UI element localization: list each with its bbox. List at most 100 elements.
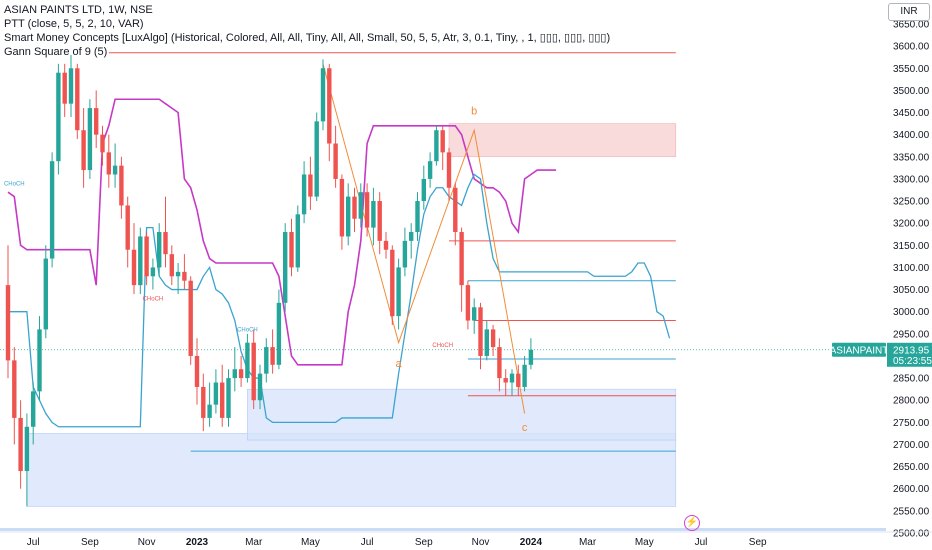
candle-body-37 <box>238 369 244 379</box>
candle-body-14 <box>94 108 99 135</box>
candle-body-58 <box>371 201 376 228</box>
x-tick-label-9: 2024 <box>520 537 543 548</box>
candle-body-82 <box>522 364 527 387</box>
candle-body-60 <box>383 240 389 250</box>
candle-body-12 <box>81 130 86 171</box>
candle-body-0 <box>5 285 11 361</box>
candle-body-33 <box>213 382 219 405</box>
candle-body-51 <box>327 68 332 144</box>
x-tick-label-12: Jul <box>695 537 708 548</box>
candle-body-61 <box>390 249 395 317</box>
candle-body-47 <box>301 174 307 215</box>
candle-body-17 <box>112 165 118 175</box>
y-tick-label-4: 3450.00 <box>893 108 930 119</box>
x-tick-label-6: Jul <box>361 537 374 548</box>
candle-body-79 <box>503 378 508 383</box>
lightning-icon[interactable]: ⚡ <box>684 515 700 531</box>
candle-body-48 <box>308 174 313 197</box>
candle-body-1 <box>12 360 17 418</box>
price-badge-bg <box>887 342 932 367</box>
candle-body-24 <box>157 232 162 268</box>
chart-label-1: a <box>396 358 403 370</box>
candle-body-42 <box>270 347 275 365</box>
legend-indicator-gann[interactable]: Gann Square of 9 (5) <box>4 46 108 58</box>
y-tick-label-3: 3500.00 <box>893 86 930 97</box>
candle-body-68 <box>434 130 439 162</box>
candle-body-52 <box>333 143 338 179</box>
candle-body-38 <box>245 342 250 379</box>
candle-body-20 <box>131 249 137 286</box>
y-tick-label-18: 2750.00 <box>893 418 930 429</box>
y-tick-label-22: 2550.00 <box>893 506 930 517</box>
y-tick-label-17: 2800.00 <box>893 396 930 407</box>
candle-body-53 <box>339 178 345 237</box>
y-tick-label-10: 3150.00 <box>893 241 930 252</box>
legend-indicator-ptt[interactable]: PTT (close, 5, 5, 2, 10, VAR) <box>4 18 144 30</box>
candle-body-54 <box>346 196 351 237</box>
candle-body-55 <box>352 196 357 219</box>
candle-body-75 <box>478 307 483 356</box>
last-price-label: 2913.95 <box>893 345 930 356</box>
x-tick-label-13: Sep <box>749 537 767 548</box>
zone-red-2 <box>448 123 677 158</box>
candle-body-83 <box>528 349 534 365</box>
candle-body-69 <box>440 130 445 153</box>
y-tick-label-11: 3100.00 <box>893 263 930 274</box>
candle-body-32 <box>207 404 212 418</box>
y-tick-label-2: 3550.00 <box>893 64 930 75</box>
countdown-label: 05:23:55 <box>893 356 932 367</box>
y-tick-label-19: 2700.00 <box>893 440 930 451</box>
currency-label[interactable]: INR <box>888 3 930 21</box>
x-tick-label-11: May <box>635 537 654 548</box>
x-tick-label-4: Mar <box>245 537 263 548</box>
chart-label-2: c <box>522 422 528 434</box>
candle-body-31 <box>201 386 206 418</box>
candle-body-45 <box>289 232 294 268</box>
candle-body-35 <box>226 378 231 418</box>
y-tick-label-12: 3050.00 <box>893 285 930 296</box>
candle-body-43 <box>276 302 282 365</box>
candle-body-11 <box>75 68 80 131</box>
candle-body-28 <box>182 271 187 281</box>
zone-blue-0 <box>26 433 677 507</box>
x-tick-label-8: Nov <box>472 537 490 548</box>
candle-body-10 <box>68 68 74 104</box>
candle-body-70 <box>446 152 452 188</box>
candle-body-27 <box>175 271 181 277</box>
legend-indicator-smc[interactable]: Smart Money Concepts [LuxAlgo] (Historic… <box>4 32 611 44</box>
y-tick-label-9: 3200.00 <box>893 219 930 230</box>
candle-body-65 <box>415 201 420 233</box>
candle-body-7 <box>49 161 55 259</box>
candle-body-50 <box>320 68 326 122</box>
candle-body-63 <box>402 240 408 268</box>
x-tick-label-3: 2023 <box>186 537 209 548</box>
candle-body-3 <box>24 426 30 472</box>
y-tick-label-23: 2500.00 <box>893 529 930 540</box>
candle-body-59 <box>377 201 382 241</box>
y-tick-label-16: 2850.00 <box>893 374 930 385</box>
chart-label-6: CHoCH <box>432 343 453 349</box>
legend-title[interactable]: ASIAN PAINTS LTD, 1W, NSE <box>4 4 153 16</box>
chart-label-4: CHoCH <box>143 297 164 303</box>
x-tick-label-10: Mar <box>579 537 597 548</box>
zone-blue-1 <box>247 388 677 441</box>
candle-body-72 <box>459 232 464 286</box>
candle-body-57 <box>364 192 370 228</box>
candle-body-18 <box>119 165 124 206</box>
y-tick-label-1: 3600.00 <box>893 42 930 53</box>
candle-body-30 <box>194 355 200 387</box>
y-tick-label-6: 3350.00 <box>893 152 930 163</box>
candle-body-64 <box>409 232 414 241</box>
y-tick-label-20: 2650.00 <box>893 462 930 473</box>
candle-body-15 <box>100 134 105 153</box>
candle-body-2 <box>18 417 23 472</box>
y-tick-label-7: 3300.00 <box>893 174 930 185</box>
candle-body-4 <box>31 391 36 427</box>
candle-body-80 <box>509 373 515 383</box>
candle-body-62 <box>396 267 401 317</box>
price-axis-bg <box>886 0 932 550</box>
bottom-pane-divider <box>0 528 886 531</box>
candle-body-26 <box>169 254 174 277</box>
candle-body-56 <box>358 192 363 219</box>
